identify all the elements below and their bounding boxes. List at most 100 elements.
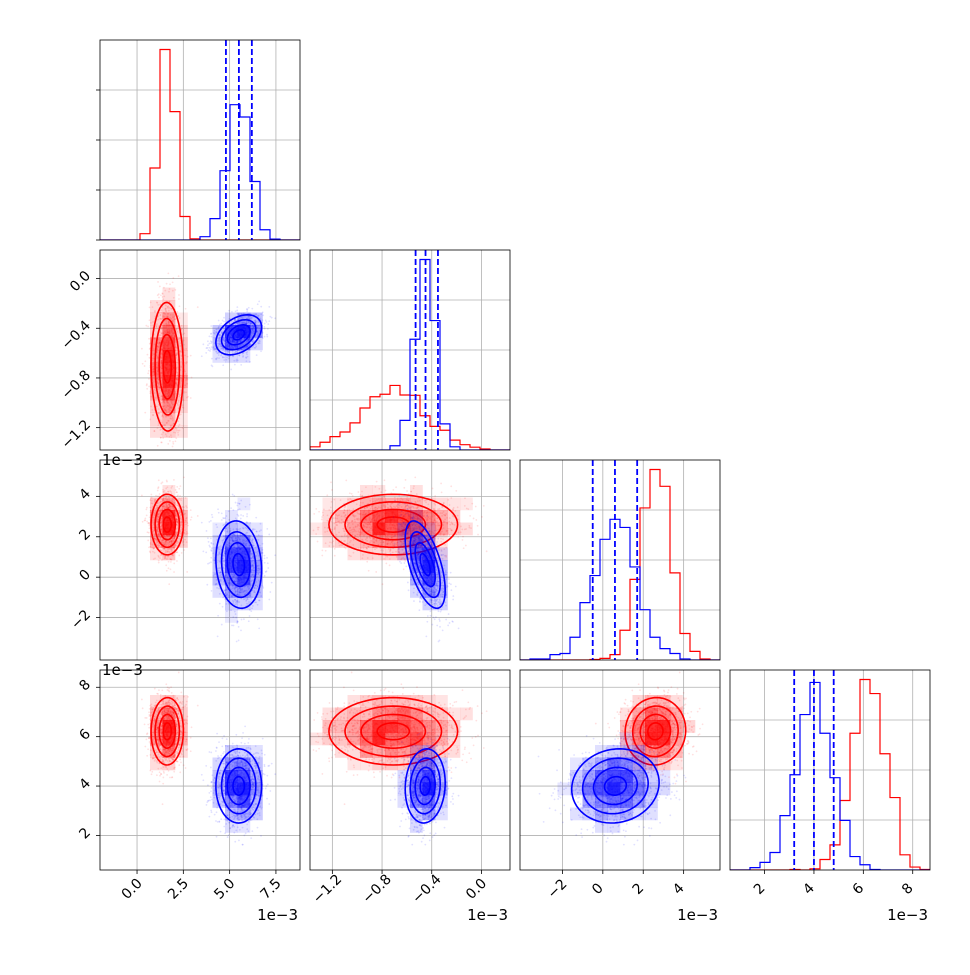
density-cell xyxy=(150,498,163,511)
scatter-point xyxy=(248,307,250,309)
scatter-point xyxy=(274,554,276,556)
scatter-point xyxy=(144,519,146,521)
scatter-point xyxy=(158,486,160,488)
scatter-point xyxy=(190,519,192,521)
scatter-point xyxy=(142,521,144,523)
scatter-point xyxy=(172,282,174,284)
scatter-point xyxy=(173,479,175,481)
scatter-point xyxy=(236,310,238,312)
scatter-point xyxy=(183,549,185,551)
scatter-point xyxy=(197,306,199,308)
scatter-point xyxy=(210,537,212,539)
scatter-point xyxy=(166,570,168,572)
scatter-point xyxy=(235,311,237,313)
scatter-point xyxy=(167,272,169,274)
scatter-point xyxy=(162,481,164,483)
scatter-point xyxy=(264,575,266,577)
density-cell xyxy=(213,350,226,363)
scatter-point xyxy=(266,557,268,559)
scatter-point xyxy=(211,341,213,343)
density-cell xyxy=(163,288,176,301)
scatter-point xyxy=(230,369,232,371)
scatter-point xyxy=(211,336,213,338)
scatter-point xyxy=(158,297,160,299)
scatter-point xyxy=(181,552,183,554)
scatter-point xyxy=(191,516,193,518)
scatter-point xyxy=(257,303,259,305)
scatter-point xyxy=(173,571,175,573)
scatter-point xyxy=(167,443,169,445)
scatter-point xyxy=(207,344,209,346)
scatter-point xyxy=(176,560,178,562)
scatter-point xyxy=(147,540,149,542)
scatter-point xyxy=(145,509,147,511)
scatter-point xyxy=(268,320,270,322)
scatter-point xyxy=(174,467,176,469)
panel-2-0 xyxy=(100,460,300,660)
scatter-point xyxy=(168,561,170,563)
scatter-point xyxy=(165,564,167,566)
scatter-point xyxy=(144,360,146,362)
scatter-point xyxy=(150,494,152,496)
scatter-point xyxy=(146,521,148,523)
panel-frame xyxy=(100,250,300,450)
scatter-point xyxy=(217,635,219,637)
scatter-point xyxy=(175,440,177,442)
scatter-point xyxy=(210,325,212,327)
scatter-point xyxy=(212,366,214,368)
density-cell xyxy=(175,523,188,536)
scatter-point xyxy=(206,347,208,349)
density-cell xyxy=(175,375,188,388)
scatter-point xyxy=(248,620,250,622)
scatter-point xyxy=(146,507,148,509)
scatter-point xyxy=(266,321,268,323)
scatter-point xyxy=(264,323,266,325)
scatter-point xyxy=(177,494,179,496)
scatter-point xyxy=(148,522,150,524)
scatter-point xyxy=(191,377,193,379)
density-cell xyxy=(150,325,163,338)
scatter-point xyxy=(267,328,269,330)
scatter-point xyxy=(260,306,262,308)
scatter-point xyxy=(178,275,180,277)
scatter-point xyxy=(232,494,234,496)
scatter-point xyxy=(148,378,150,380)
scatter-point xyxy=(178,555,180,557)
scatter-point xyxy=(190,355,192,357)
scatter-point xyxy=(210,520,212,522)
scatter-point xyxy=(166,283,168,285)
scatter-point xyxy=(172,277,174,279)
scatter-point xyxy=(145,325,147,327)
scatter-point xyxy=(169,283,171,285)
scatter-point xyxy=(234,364,236,366)
scatter-point xyxy=(223,317,225,319)
scatter-point xyxy=(160,294,162,296)
scatter-point xyxy=(219,603,221,605)
scatter-point xyxy=(176,551,178,553)
scatter-point xyxy=(144,365,146,367)
scatter-point xyxy=(267,323,269,325)
scatter-point xyxy=(269,316,271,318)
density-cell xyxy=(163,300,176,313)
scatter-point xyxy=(210,561,212,563)
scatter-point xyxy=(176,452,178,454)
scatter-point xyxy=(147,326,149,328)
scatter-point xyxy=(172,446,174,448)
scatter-point xyxy=(220,323,222,325)
scatter-point xyxy=(201,355,203,357)
scatter-point xyxy=(158,293,160,295)
scatter-point xyxy=(266,334,268,336)
scatter-point xyxy=(146,388,148,390)
density-cell xyxy=(175,350,188,363)
scatter-point xyxy=(208,347,210,349)
scatter-point xyxy=(242,515,244,517)
scatter-point xyxy=(172,443,174,445)
scatter-point xyxy=(210,333,212,335)
scatter-point xyxy=(168,583,170,585)
scatter-point xyxy=(144,518,146,520)
scatter-point xyxy=(205,352,207,354)
scatter-point xyxy=(211,514,213,516)
scatter-point xyxy=(158,562,160,564)
scatter-point xyxy=(240,629,242,631)
scatter-point xyxy=(173,453,175,455)
